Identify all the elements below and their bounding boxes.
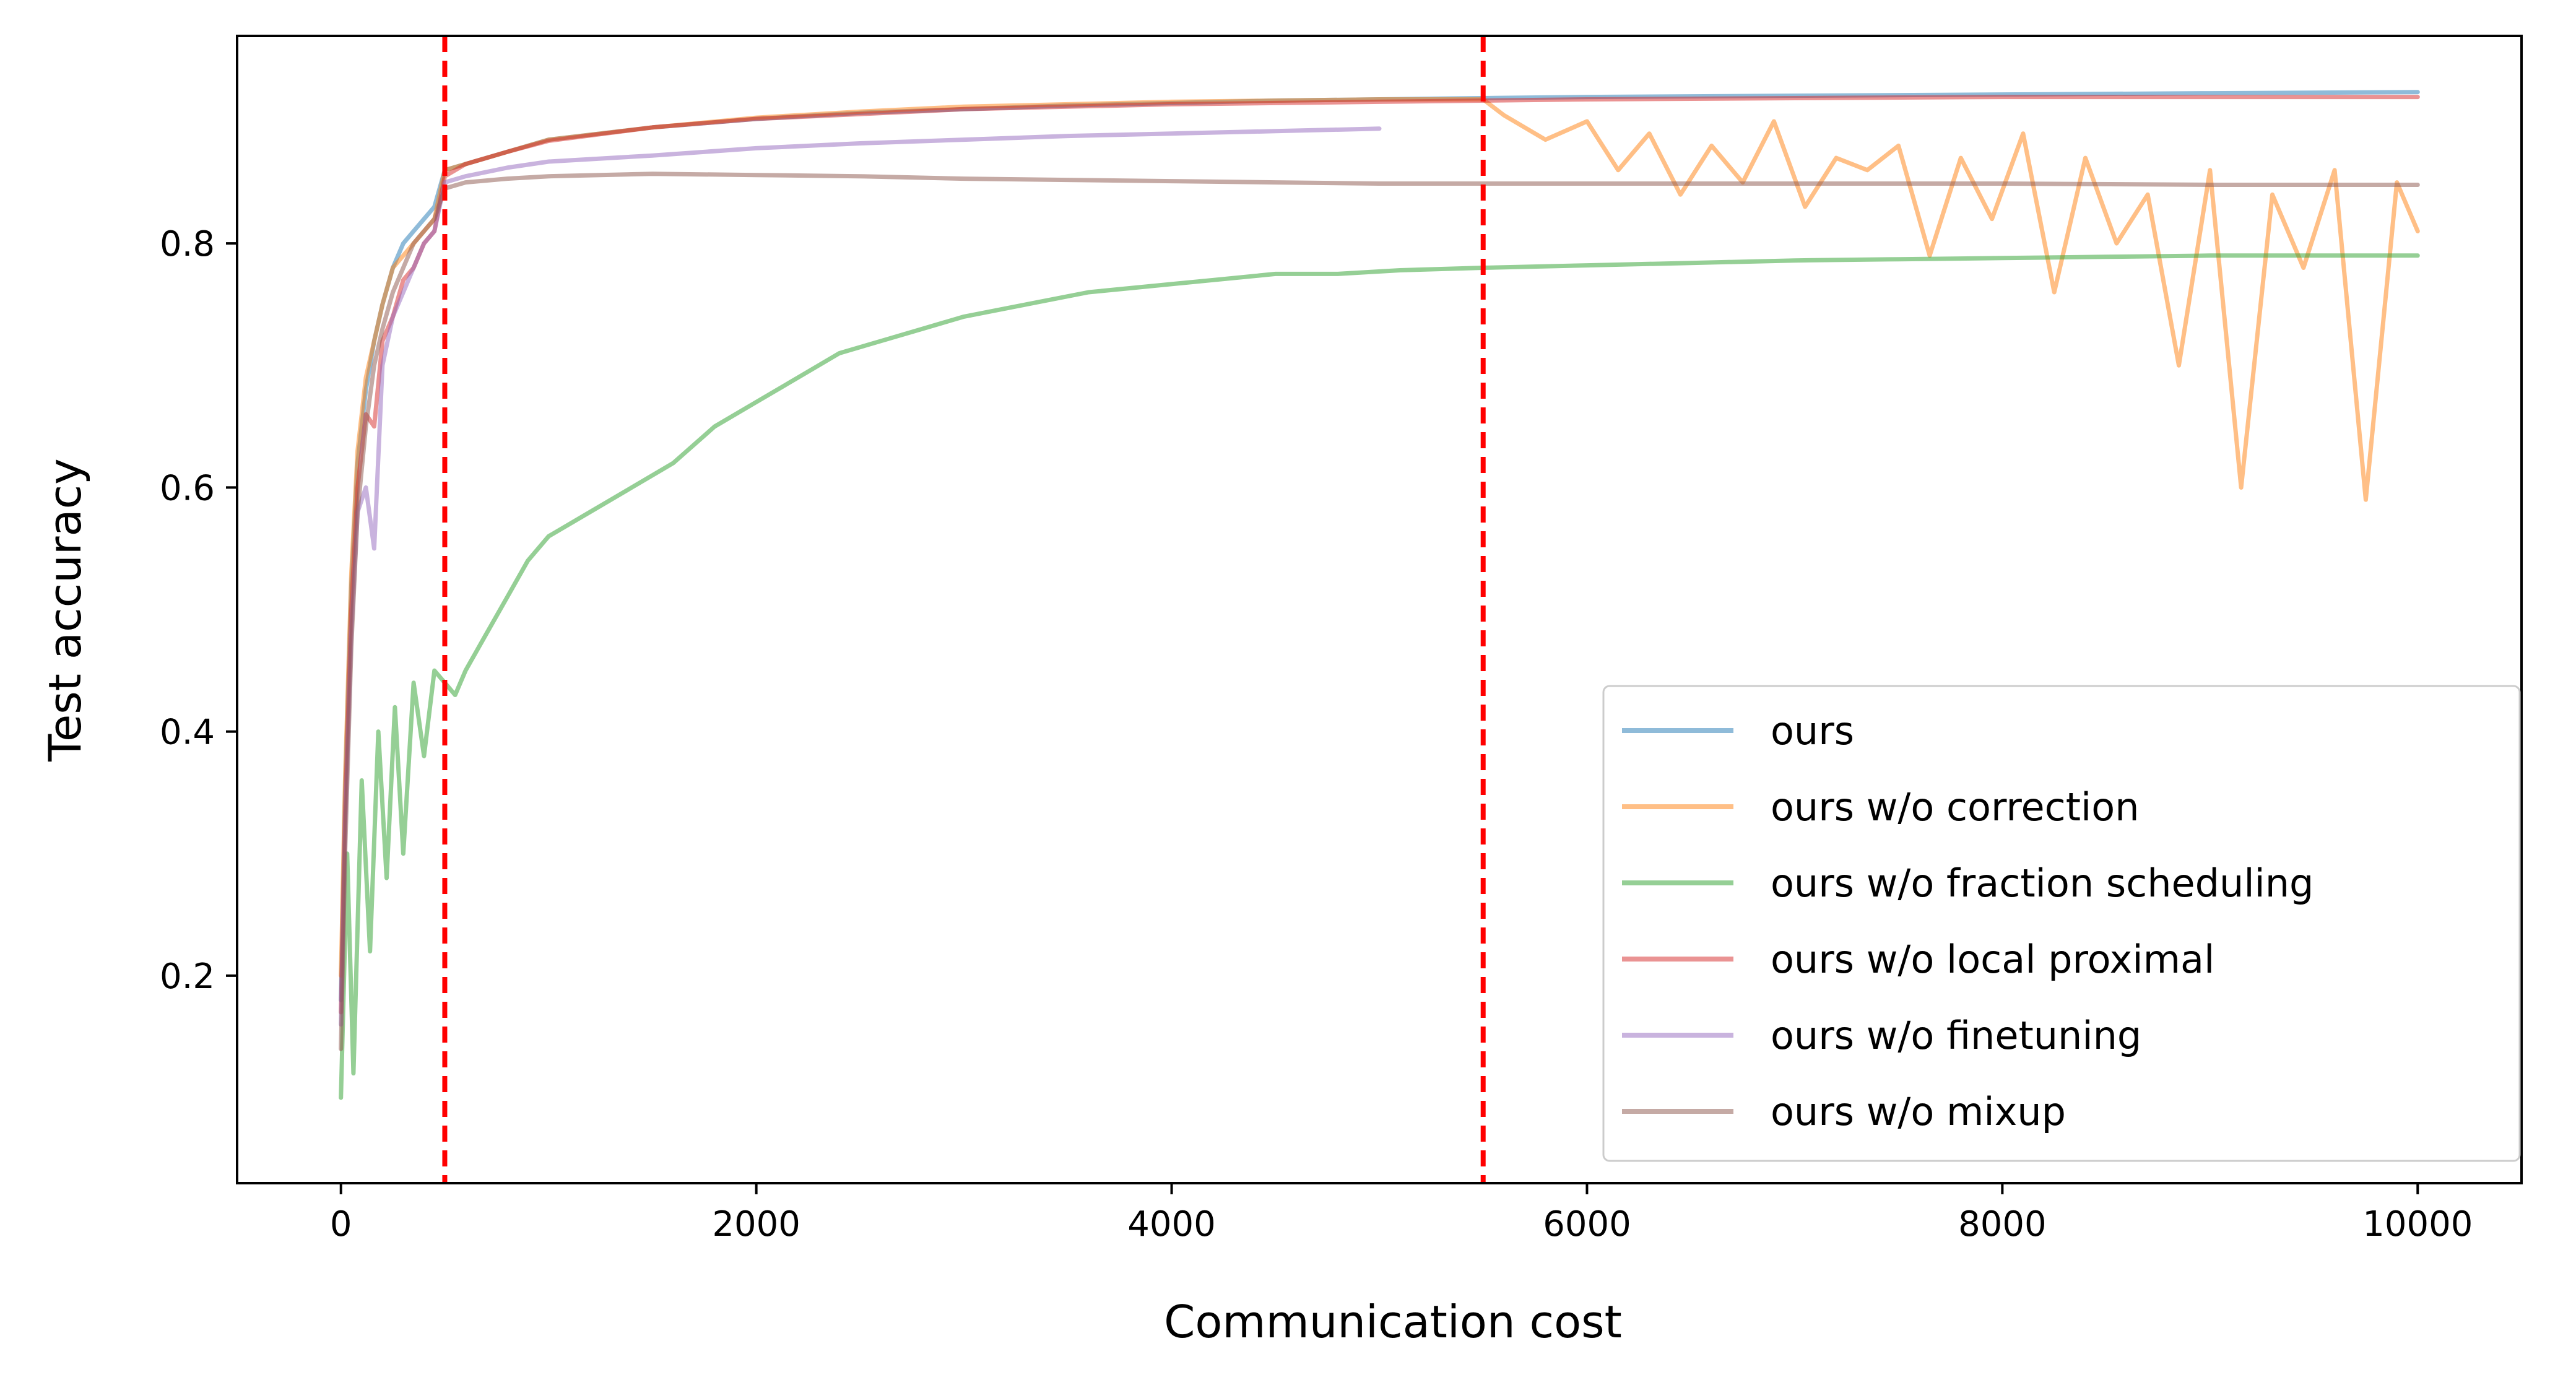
y-tick-label: 0.4 [160,713,215,753]
legend: ours ours w/o correction ours w/o fraction… [1602,685,2521,1162]
x-tick-label: 0 [330,1204,352,1244]
series-line-5 [339,171,2420,1051]
legend-items: ours ours w/o correction ours w/o fraction… [1622,708,2314,1134]
y-tick-label: 0.2 [160,957,215,997]
legend-label-0: ours [1771,708,1854,753]
y-axis-label: Test accuracy [39,458,91,762]
y-axis-ticks: 0.2 0.4 0.6 0.8 [160,224,237,997]
reference-lines [442,36,1486,1183]
series-line-3 [339,95,2420,1015]
legend-label-4: ours w/o finetuning [1771,1013,2141,1058]
legend-box [1602,685,2521,1162]
legend-label-2: ours w/o fraction scheduling [1771,861,2314,906]
legend-label-5: ours w/o mixup [1771,1089,2066,1134]
y-tick-label: 0.8 [160,224,215,264]
plot-frame [236,35,2523,1184]
x-tick-label: 2000 [712,1204,800,1244]
series-layer [339,90,2420,1100]
x-axis-label: Communication cost [1164,1296,1622,1348]
x-tick-label: 10000 [2362,1204,2473,1244]
legend-label-3: ours w/o local proximal [1771,937,2214,982]
x-axis-ticks: 0 2000 4000 6000 8000 10000 [330,1183,2473,1244]
x-tick-label: 4000 [1127,1204,1216,1244]
x-tick-label: 6000 [1543,1204,1631,1244]
series-line-2 [339,253,2420,1100]
x-tick-label: 8000 [1958,1204,2047,1244]
y-tick-label: 0.6 [160,468,215,508]
legend-label-1: ours w/o correction [1771,784,2140,830]
